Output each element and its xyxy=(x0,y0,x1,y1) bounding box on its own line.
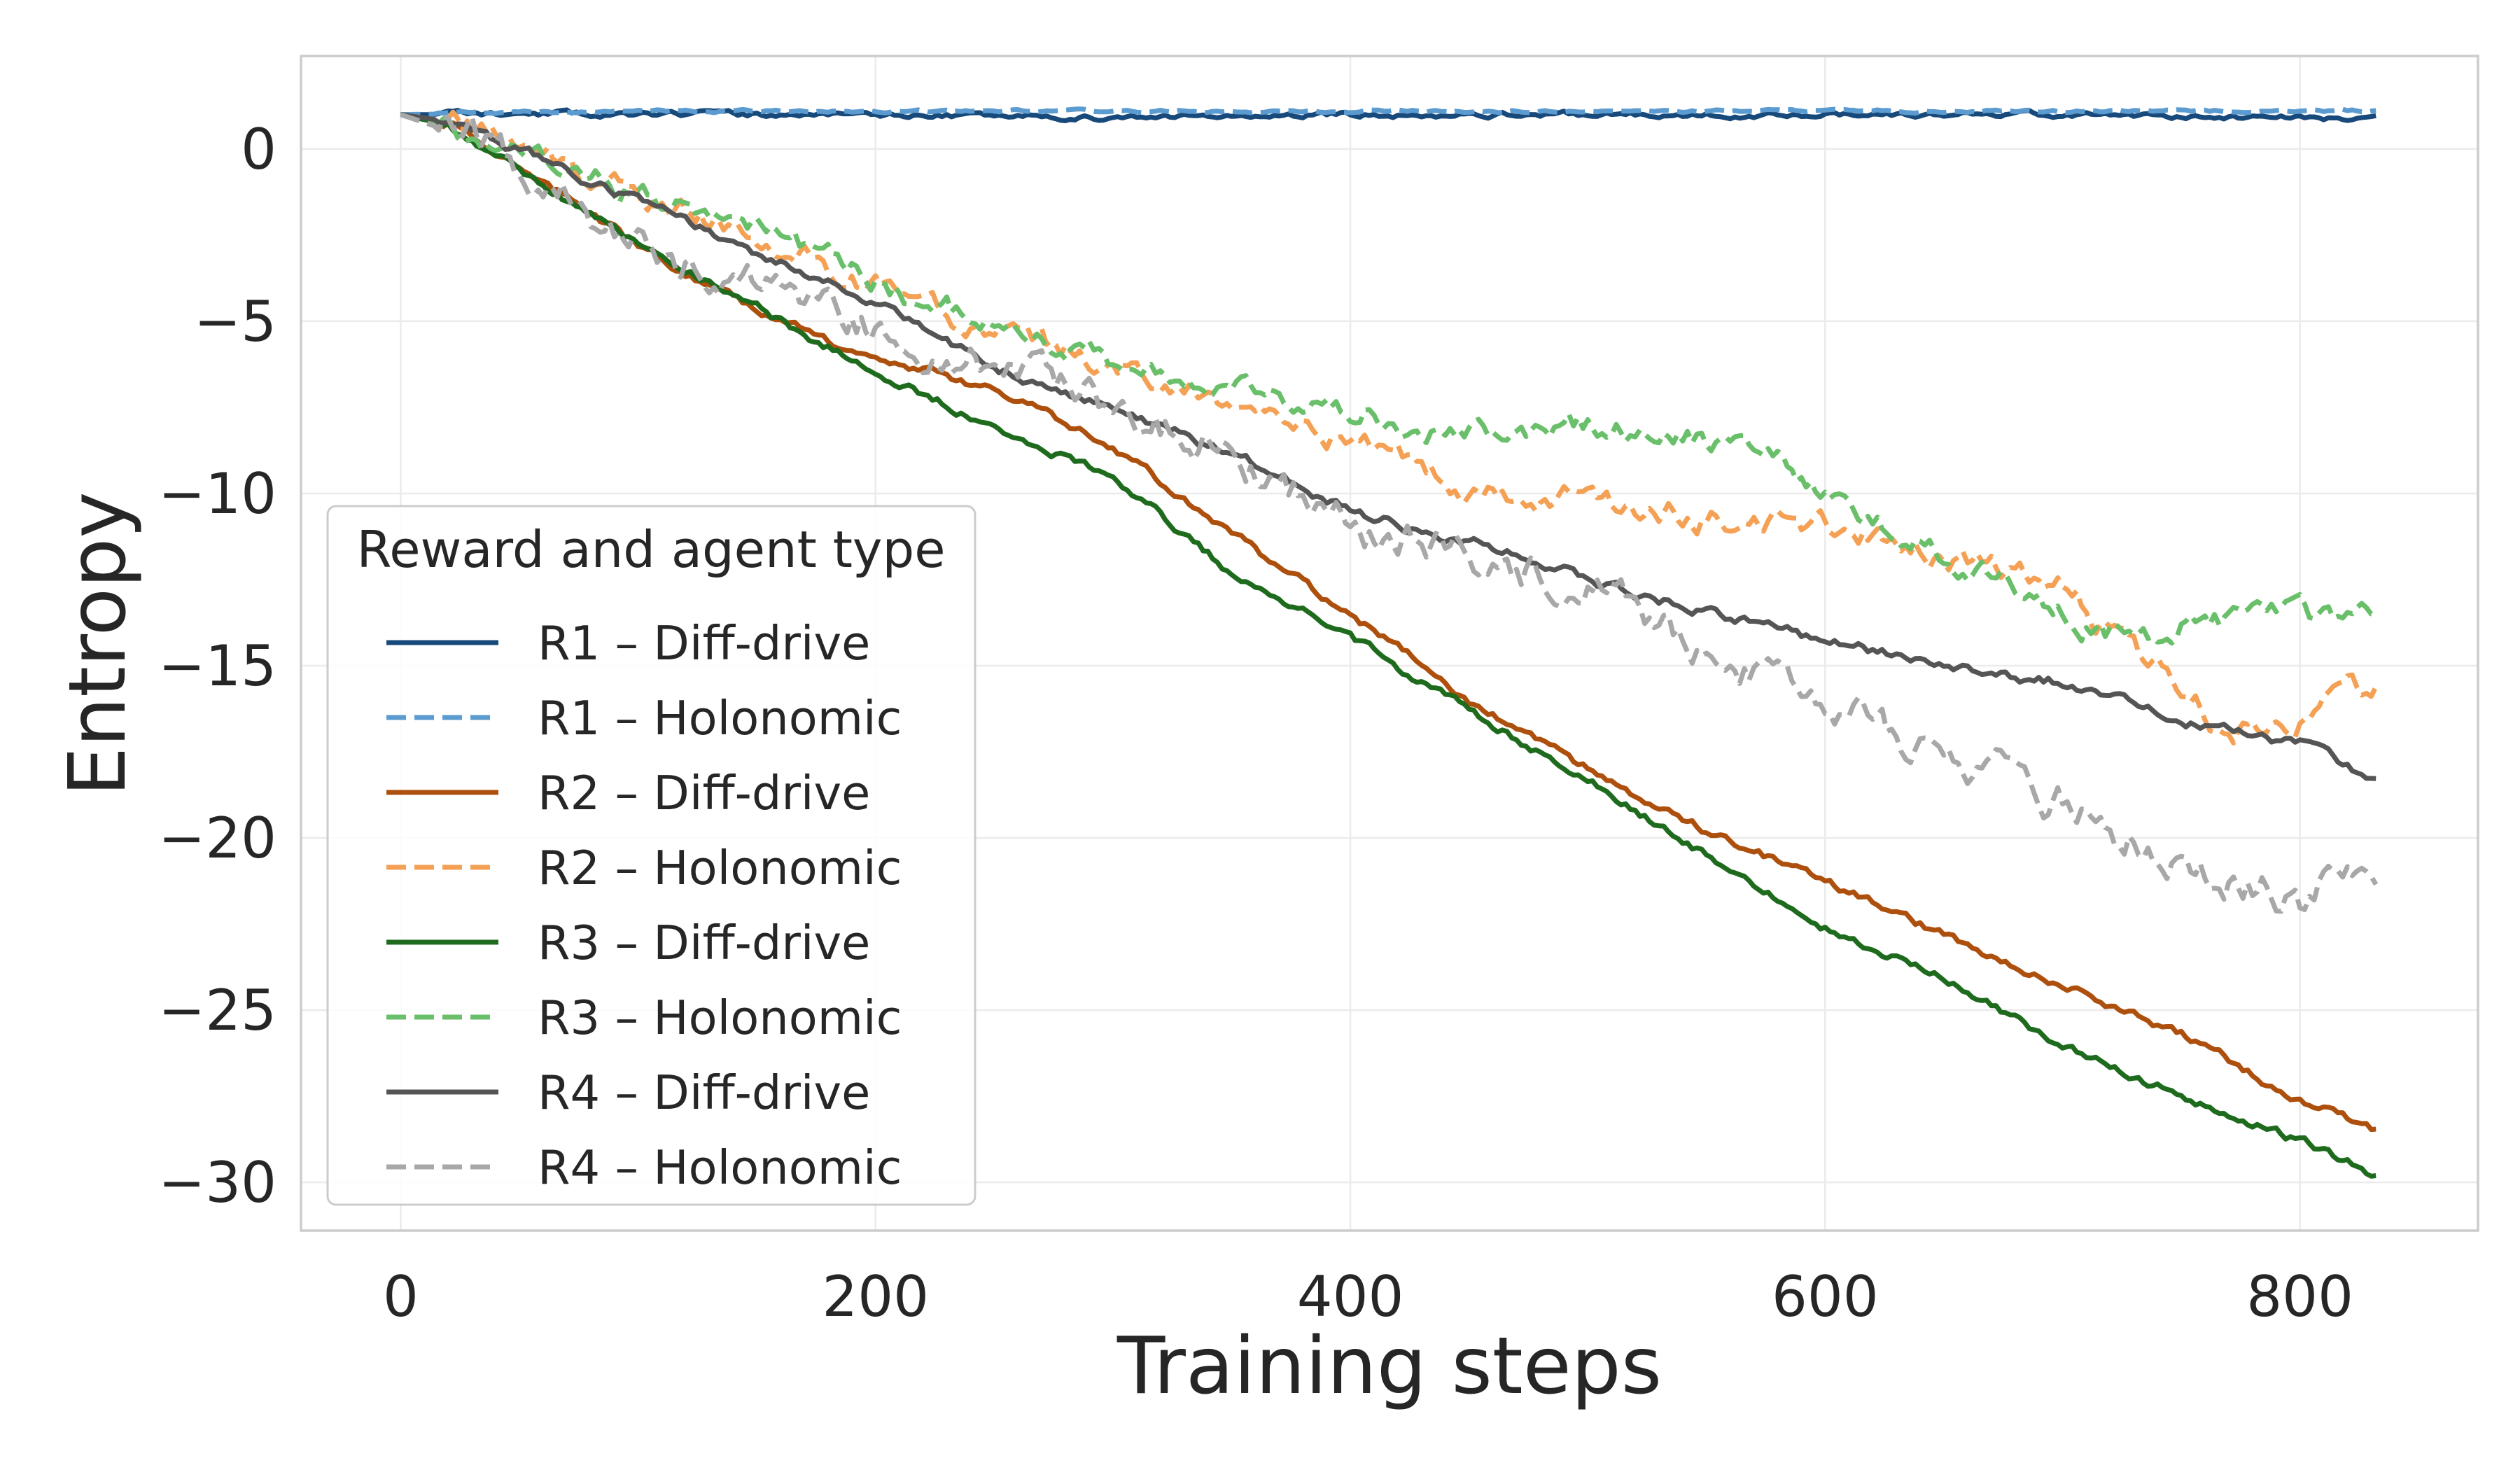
y-tick-labels: 0 −5 −10 −15 −20 −25 −30 xyxy=(158,117,276,1215)
x-tick-label: 800 xyxy=(2246,1264,2353,1329)
x-tick-label: 200 xyxy=(822,1264,929,1329)
legend-items: R1 – Diff-drive R1 – Holonomic R2 – Diff-d… xyxy=(386,616,902,1195)
y-tick-label: −5 xyxy=(194,289,276,354)
legend: Reward and agent type R1 – Diff-driveR1 … xyxy=(326,505,976,1206)
legend-title: Reward and agent type xyxy=(356,520,945,579)
legend-label: R3 – Diff-drive xyxy=(538,916,870,970)
x-tick-labels: 0 200 400 600 800 xyxy=(383,1264,2353,1329)
x-tick-label: 0 xyxy=(383,1264,419,1329)
legend-label: R4 – Diff-drive xyxy=(538,1065,870,1120)
series-layer xyxy=(400,106,2379,1179)
y-tick-label: −20 xyxy=(158,806,276,871)
legend-box xyxy=(326,505,976,1206)
y-tick-label: −30 xyxy=(158,1150,276,1215)
series-line-r1-diff-drive xyxy=(400,107,2376,123)
y-axis-label: Entropy xyxy=(52,491,144,796)
legend-label: R2 – Diff-drive xyxy=(538,766,870,820)
legend-label: R1 – Diff-drive xyxy=(538,616,870,671)
series-line-r3-diff-drive xyxy=(400,112,2376,1179)
series-line-r2-holonomic xyxy=(400,109,2379,746)
series-line-r4-diff-drive xyxy=(400,112,2376,781)
series-line-r3-holonomic xyxy=(400,112,2376,646)
y-tick-label: 0 xyxy=(241,117,276,182)
x-tick-label: 600 xyxy=(1772,1264,1879,1329)
legend-label: R1 – Holonomic xyxy=(538,691,902,746)
y-tick-label: −25 xyxy=(158,978,276,1043)
y-tick-label: −15 xyxy=(158,634,276,699)
x-tick-label: 400 xyxy=(1297,1264,1404,1329)
legend-label: R4 – Holonomic xyxy=(538,1140,902,1195)
grid-lines xyxy=(301,56,2478,1231)
legend-label: R3 – Holonomic xyxy=(538,990,902,1045)
series-line-r4-holonomic xyxy=(400,112,2379,914)
legend-label: R2 – Holonomic xyxy=(538,841,902,895)
x-axis-label: Training steps xyxy=(1116,1321,1662,1412)
plot-frame xyxy=(300,55,2479,1232)
y-tick-label: −10 xyxy=(158,461,276,526)
series-line-r1-holonomic xyxy=(400,106,2376,118)
